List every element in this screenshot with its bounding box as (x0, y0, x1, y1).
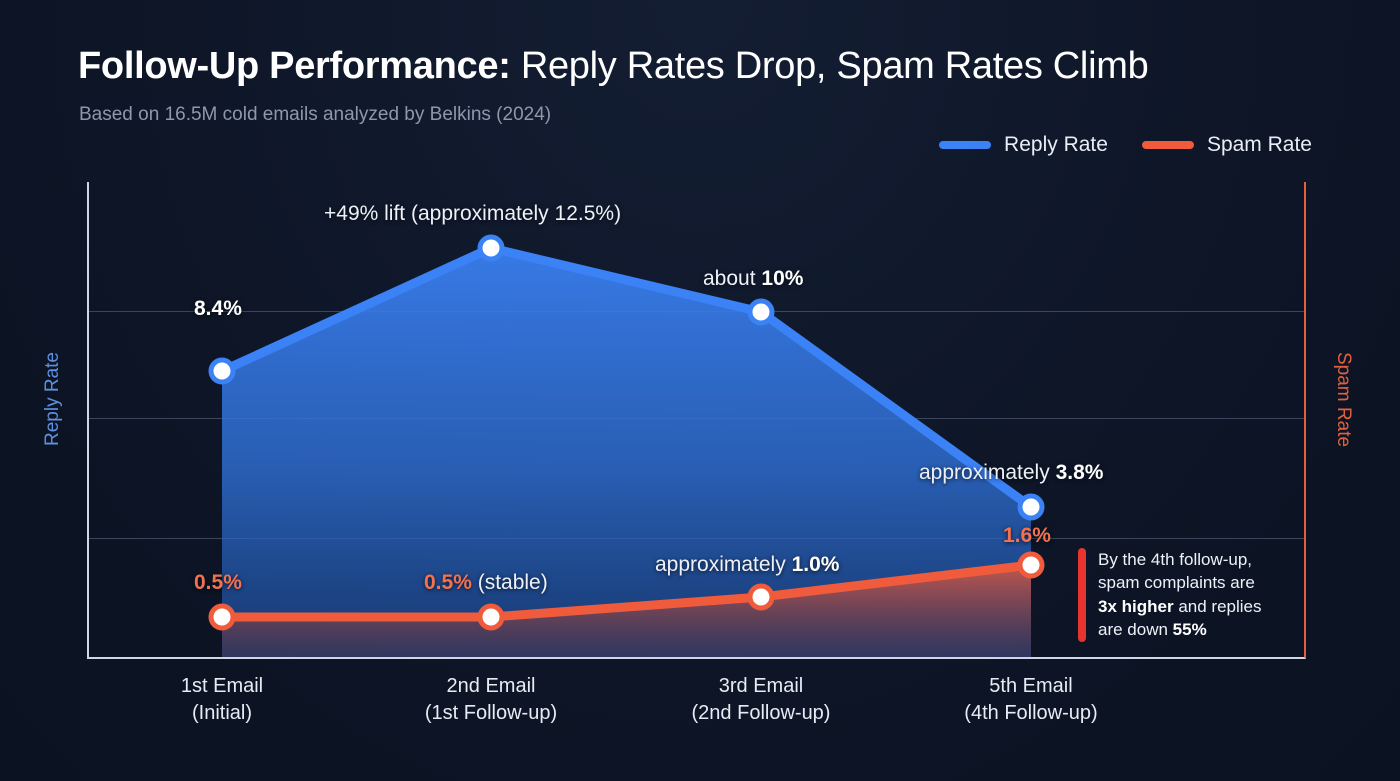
spam-point-1[interactable] (208, 603, 236, 631)
reply-point-1[interactable] (208, 357, 236, 385)
reply-rate-area (222, 248, 1031, 659)
x-tick-4: 5th Email (4th Follow-up) (964, 673, 1097, 726)
callout-line-1: By the 4th follow-up, (1098, 550, 1253, 569)
x-tick-2: 2nd Email (1st Follow-up) (425, 673, 557, 726)
y-axis-right-title: Spam Rate (1333, 352, 1354, 448)
chart-series-svg (208, 234, 1045, 659)
page-title-light: Reply Rates Drop, Spam Rates Climb (510, 45, 1149, 87)
x-tick-3-line2: (2nd Follow-up) (691, 701, 831, 724)
reply-point-3[interactable] (747, 298, 775, 326)
callout-box: By the 4th follow-up, spam complaints ar… (1078, 548, 1310, 642)
annotation-reply-3: about 10% (703, 267, 803, 291)
spam-point-4[interactable] (1017, 551, 1045, 579)
x-tick-4-line1: 5th Email (989, 675, 1073, 697)
plot-area (87, 182, 1306, 659)
annotation-spam-2-suffix: (stable) (471, 571, 548, 594)
legend-swatch-icon-reply (939, 141, 992, 149)
annotation-spam-2: 0.5% (stable) (424, 571, 548, 595)
spam-rate-line (217, 560, 1036, 622)
annotation-reply-4-value: 3.8% (1055, 461, 1104, 484)
x-tick-3-line1: 3rd Email (718, 675, 804, 697)
legend-label-spam: Spam Rate (1206, 133, 1312, 156)
annotation-spam-2-value: 0.5% (424, 571, 472, 594)
callout-line-2: spam complaints are (1098, 573, 1255, 593)
annotation-reply-4: approximately 3.8% (919, 461, 1103, 485)
annotation-reply-2: +49% lift (approximately 12.5%) (324, 202, 622, 225)
legend-item-spam-rate[interactable]: Spam Rate (1141, 133, 1312, 157)
annotation-spam-3-value: 1.0% (791, 553, 840, 576)
spam-point-2[interactable] (477, 603, 505, 631)
x-axis-labels: 1st Email (Initial) 2nd Email (1st Follo… (87, 673, 1306, 733)
callout-line-4-rest: are down (1098, 620, 1173, 640)
page-subtitle: Based on 16.5M cold emails analyzed by B… (79, 104, 552, 125)
legend-item-reply-rate[interactable]: Reply Rate (939, 133, 1108, 157)
annotation-reply-1: 8.4% (194, 297, 242, 320)
callout-line-4-bold: 55% (1172, 620, 1207, 640)
callout-accent-bar (1078, 548, 1086, 642)
reply-rate-line (217, 243, 1036, 512)
reply-point-2[interactable] (477, 234, 505, 262)
y-axis-left-title: Reply Rate (42, 352, 63, 446)
annotation-reply-3-prefix: about (703, 267, 762, 290)
chart-legend: Reply Rate Spam Rate (939, 133, 1312, 157)
page-title-strong: Follow-Up Performance: (78, 45, 511, 87)
annotation-spam-1: 0.5% (194, 571, 242, 595)
annotation-spam-4: 1.6% (1003, 524, 1051, 548)
x-tick-2-line1: 2nd Email (446, 675, 536, 697)
reply-point-4[interactable] (1017, 493, 1045, 521)
annotation-spam-1-value: 0.5% (194, 571, 242, 594)
legend-swatch-icon-spam (1141, 141, 1194, 149)
annotation-reply-3-value: 10% (761, 267, 804, 290)
annotation-spam-3-prefix: approximately (655, 553, 792, 576)
callout-line-3-rest: and replies (1173, 596, 1262, 616)
callout-text: By the 4th follow-up, spam complaints ar… (1098, 548, 1261, 642)
annotation-spam-4-value: 1.6% (1003, 524, 1051, 547)
callout-line-3-bold: 3x higher (1098, 596, 1174, 616)
annotation-reply-4-prefix: approximately (919, 461, 1056, 484)
legend-label-reply: Reply Rate (1004, 133, 1108, 156)
x-tick-1-line2: (Initial) (191, 701, 252, 724)
spam-point-3[interactable] (747, 583, 775, 611)
x-tick-3: 3rd Email (2nd Follow-up) (692, 673, 831, 726)
spam-rate-area (222, 565, 1031, 659)
x-tick-1: 1st Email (Initial) (181, 673, 263, 726)
x-tick-1-line1: 1st Email (180, 675, 264, 697)
x-tick-4-line2: (4th Follow-up) (964, 701, 1098, 724)
x-tick-2-line2: (1st Follow-up) (424, 701, 558, 724)
annotation-spam-3: approximately 1.0% (655, 553, 839, 577)
page-title: Follow-Up Performance: Reply Rates Drop,… (78, 45, 1149, 88)
